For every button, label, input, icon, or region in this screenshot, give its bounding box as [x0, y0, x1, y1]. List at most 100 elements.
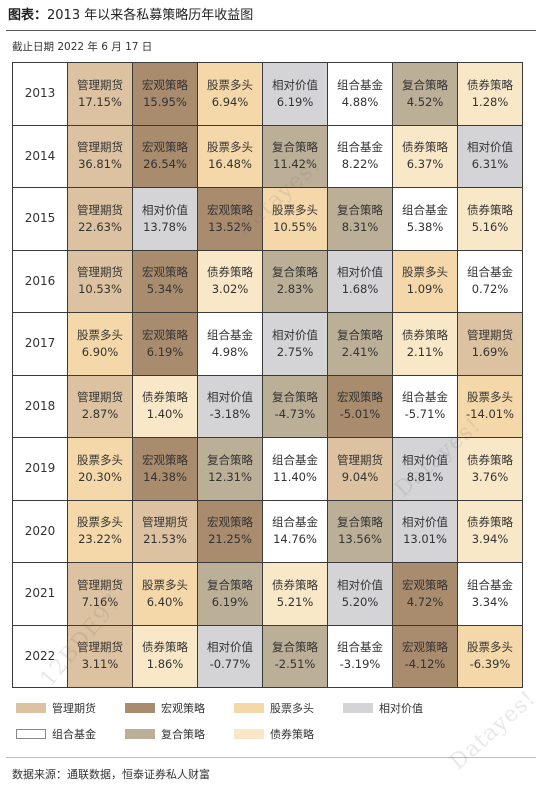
return-value: -0.77% — [209, 657, 251, 672]
source-divider — [6, 757, 536, 758]
return-cell: 复合策略 2.41% — [328, 313, 393, 376]
legend-swatch — [234, 703, 264, 713]
strategy-label: 复合策略 — [272, 265, 318, 280]
return-value: 20.30% — [78, 469, 122, 484]
return-cell: 股票多头 6.90% — [68, 313, 133, 376]
strategy-label: 股票多头 — [467, 390, 513, 405]
return-value: 4.88% — [341, 94, 379, 109]
return-cell: 组合基金 11.40% — [263, 438, 328, 501]
strategy-label: 债券策略 — [467, 202, 513, 217]
return-value: 5.38% — [406, 219, 444, 234]
return-cell: 相对价值 6.19% — [263, 63, 328, 126]
title-divider — [6, 30, 536, 31]
strategy-label: 复合策略 — [402, 77, 448, 92]
return-value: 3.76% — [471, 469, 509, 484]
return-cell: 组合基金 3.34% — [458, 563, 523, 626]
legend-label: 组合基金 — [52, 728, 96, 741]
return-cell: 债券策略 6.37% — [393, 125, 458, 188]
legend-label: 管理期货 — [52, 702, 96, 715]
year-label: 2015 — [13, 188, 68, 251]
return-cell: 债券策略 3.94% — [458, 500, 523, 563]
return-cell: 宏观策略 -4.12% — [393, 625, 458, 688]
strategy-label: 股票多头 — [272, 202, 318, 217]
return-cell: 宏观策略 21.25% — [198, 500, 263, 563]
strategy-label: 债券策略 — [467, 515, 513, 530]
legend-label: 股票多头 — [270, 702, 314, 715]
legend-item-equity-long: 股票多头 — [234, 700, 343, 716]
return-value: 5.21% — [276, 594, 314, 609]
return-cell: 股票多头 6.94% — [198, 63, 263, 126]
return-cell: 复合策略 2.83% — [263, 250, 328, 313]
strategy-label: 债券策略 — [402, 140, 448, 155]
strategy-label: 管理期货 — [77, 265, 123, 280]
return-cell: 管理期货 17.15% — [68, 63, 133, 126]
strategy-label: 组合基金 — [467, 265, 513, 280]
return-value: 2.87% — [81, 407, 119, 422]
return-cell: 债券策略 2.11% — [393, 313, 458, 376]
strategy-label: 复合策略 — [272, 390, 318, 405]
legend-label: 宏观策略 — [161, 702, 205, 715]
strategy-label: 管理期货 — [142, 515, 188, 530]
return-cell: 组合基金 8.22% — [328, 125, 393, 188]
strategy-label: 相对价值 — [272, 77, 318, 92]
return-cell: 债券策略 5.21% — [263, 563, 328, 626]
return-cell: 股票多头 -6.39% — [458, 625, 523, 688]
strategy-label: 复合策略 — [272, 140, 318, 155]
return-value: -3.19% — [339, 657, 381, 672]
strategy-label: 组合基金 — [337, 640, 383, 655]
legend-swatch — [16, 729, 46, 739]
return-cell: 组合基金 4.88% — [328, 63, 393, 126]
strategy-label: 宏观策略 — [402, 640, 448, 655]
return-cell: 组合基金 4.98% — [198, 313, 263, 376]
year-label: 2018 — [13, 375, 68, 438]
return-value: 1.09% — [406, 282, 444, 297]
return-value: -3.18% — [209, 407, 251, 422]
strategy-label: 组合基金 — [337, 140, 383, 155]
return-cell: 债券策略 1.86% — [133, 625, 198, 688]
return-value: 3.02% — [211, 282, 249, 297]
strategy-label: 复合策略 — [337, 327, 383, 342]
return-value: 2.41% — [341, 344, 379, 359]
strategy-label: 股票多头 — [77, 515, 123, 530]
year-label: 2014 — [13, 125, 68, 188]
return-value: 10.55% — [273, 219, 317, 234]
strategy-label: 债券策略 — [402, 327, 448, 342]
legend-item-relative-value: 相对价值 — [343, 700, 452, 716]
strategy-label: 管理期货 — [467, 327, 513, 342]
strategy-label: 股票多头 — [142, 577, 188, 592]
return-value: 17.15% — [78, 94, 122, 109]
return-value: 11.40% — [273, 469, 317, 484]
return-cell: 相对价值 13.01% — [393, 500, 458, 563]
strategy-label: 相对价值 — [272, 327, 318, 342]
return-cell: 相对价值 1.68% — [328, 250, 393, 313]
return-cell: 复合策略 11.42% — [263, 125, 328, 188]
return-cell: 复合策略 4.52% — [393, 63, 458, 126]
return-value: 3.94% — [471, 532, 509, 547]
strategy-label: 复合策略 — [207, 577, 253, 592]
figure-label: 图表： — [8, 8, 48, 23]
return-value: 21.25% — [208, 532, 252, 547]
return-cell: 管理期货 22.63% — [68, 188, 133, 251]
return-cell: 宏观策略 4.72% — [393, 563, 458, 626]
return-value: 5.34% — [146, 282, 184, 297]
strategy-label: 复合策略 — [272, 640, 318, 655]
strategy-label: 相对价值 — [467, 140, 513, 155]
return-value: 13.56% — [338, 532, 382, 547]
strategy-label: 相对价值 — [337, 577, 383, 592]
year-label: 2016 — [13, 250, 68, 313]
return-value: 6.19% — [276, 94, 314, 109]
return-cell: 宏观策略 14.38% — [133, 438, 198, 501]
return-cell: 组合基金 0.72% — [458, 250, 523, 313]
strategy-label: 宏观策略 — [207, 515, 253, 530]
strategy-label: 组合基金 — [467, 577, 513, 592]
return-cell: 管理期货 7.16% — [68, 563, 133, 626]
return-cell: 复合策略 12.31% — [198, 438, 263, 501]
return-cell: 宏观策略 -5.01% — [328, 375, 393, 438]
strategy-label: 管理期货 — [77, 77, 123, 92]
year-label: 2022 — [13, 625, 68, 688]
return-value: 1.40% — [146, 407, 184, 422]
strategy-label: 管理期货 — [77, 140, 123, 155]
legend-swatch — [125, 729, 155, 739]
return-cell: 管理期货 36.81% — [68, 125, 133, 188]
return-value: 1.28% — [471, 94, 509, 109]
